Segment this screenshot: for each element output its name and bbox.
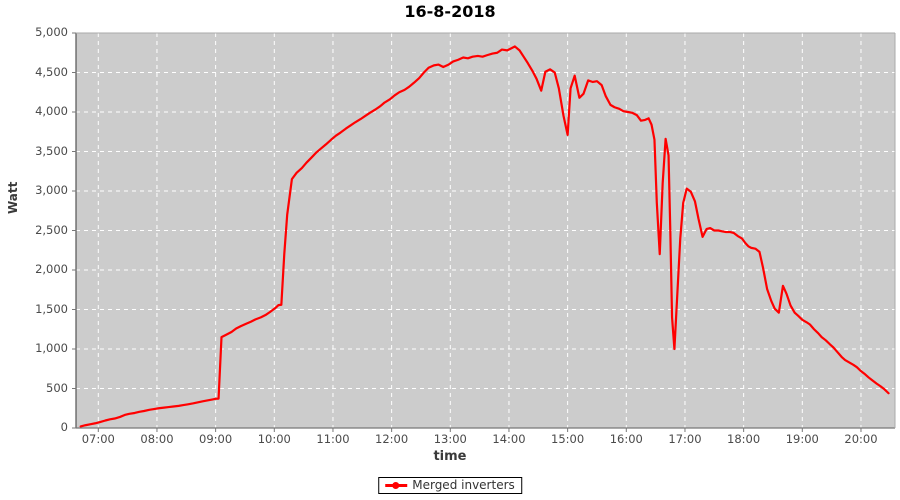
x-tick-label: 10:00: [257, 432, 291, 446]
x-tick-label: 20:00: [844, 432, 878, 446]
x-tick-label: 14:00: [492, 432, 526, 446]
y-tick-label: 5,000: [35, 25, 68, 39]
y-tick-label: 1,000: [35, 341, 68, 355]
x-tick-label: 15:00: [551, 432, 585, 446]
y-axis-ticks: 0 500 1,000 1,500 2,000 2,500 3,000 3,500 4,000 4…: [0, 0, 68, 500]
y-tick-label: 3,000: [35, 183, 68, 197]
x-tick-label: 16:00: [609, 432, 643, 446]
x-axis-label: time: [433, 449, 467, 464]
y-tick-label: 1,500: [35, 301, 68, 316]
x-tick-label: 17:00: [668, 432, 702, 446]
chart-legend: Merged inverters: [378, 477, 522, 494]
chart-title: 16-8-2018: [404, 2, 496, 21]
x-tick-label: 11:00: [316, 432, 350, 446]
y-tick-label: 2,000: [35, 262, 68, 276]
x-tick-label: 13:00: [433, 432, 467, 446]
y-tick-label: 2,500: [35, 222, 68, 237]
x-tick-label: 18:00: [727, 432, 761, 446]
y-tick-label: 4,500: [35, 64, 68, 79]
y-tick-label: 4,000: [35, 104, 68, 118]
y-tick-label: 0: [60, 420, 68, 434]
x-tick-label: 08:00: [140, 432, 174, 446]
x-tick-label: 09:00: [199, 432, 233, 446]
y-tick-label: 500: [46, 380, 68, 395]
y-tick-label: 3,500: [35, 143, 68, 158]
legend-line-swatch-merged-inverters: [385, 481, 408, 489]
x-tick-label: 12:00: [375, 432, 409, 446]
legend-label-merged-inverters: Merged inverters: [412, 478, 515, 492]
x-tick-label: 07:00: [81, 432, 115, 446]
series-line-merged-inverters: [79, 45, 890, 428]
x-tick-label: 19:00: [785, 432, 819, 446]
